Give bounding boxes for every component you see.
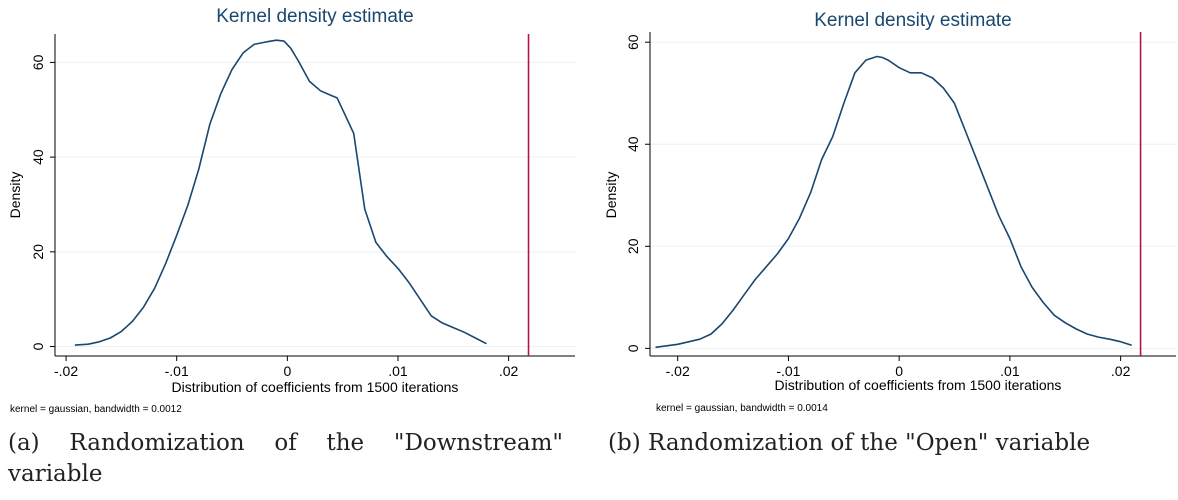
x-tick-label: 0 — [283, 363, 291, 379]
density-curve — [655, 55, 1132, 349]
y-tick-label: 20 — [625, 238, 641, 254]
y-tick-label: 0 — [30, 342, 46, 350]
x-axis-label: Distribution of coefficients from 1500 i… — [775, 377, 1062, 393]
y-tick-label: 20 — [30, 244, 46, 260]
plot-area — [55, 34, 575, 356]
x-tick-label: -.01 — [165, 363, 189, 379]
chart-panel-b: Kernel density estimate Density Distribu… — [598, 0, 1178, 420]
density-chart-b: Kernel density estimate Density Distribu… — [603, 10, 1176, 414]
chart-panel-a: Kernel density estimate Density Distribu… — [0, 0, 580, 420]
x-tick-label: -.02 — [54, 363, 78, 379]
figure-caption-b: (b) Randomization of the "Open" variable — [608, 430, 1091, 456]
y-axis-label: Density — [603, 172, 619, 219]
kernel-note: kernel = gaussian, bandwidth = 0.0012 — [10, 404, 182, 415]
density-chart-a: Kernel density estimate Density Distribu… — [7, 6, 575, 415]
x-tick-label: 0 — [895, 363, 903, 379]
chart-title: Kernel density estimate — [814, 10, 1012, 31]
density-curve — [74, 39, 487, 346]
y-tick-label: 0 — [625, 344, 641, 352]
x-tick-label: -.02 — [666, 363, 690, 379]
x-tick-label: -.01 — [776, 363, 800, 379]
y-tick-label: 60 — [625, 34, 641, 50]
x-tick-label: .01 — [388, 363, 408, 379]
kernel-note: kernel = gaussian, bandwidth = 0.0014 — [656, 403, 828, 414]
chart-title: Kernel density estimate — [216, 6, 414, 27]
figure-caption-a: (a) Randomization of the "Downstream" va… — [8, 430, 563, 487]
plot-area — [650, 32, 1176, 356]
y-tick-label: 60 — [30, 54, 46, 70]
x-tick-label: .01 — [1000, 363, 1020, 379]
x-tick-label: .02 — [499, 363, 519, 379]
y-tick-label: 40 — [625, 136, 641, 152]
x-tick-label: .02 — [1111, 363, 1131, 379]
y-axis-label: Density — [7, 172, 23, 219]
x-axis-label: Distribution of coefficients from 1500 i… — [172, 379, 459, 395]
y-tick-label: 40 — [30, 149, 46, 165]
